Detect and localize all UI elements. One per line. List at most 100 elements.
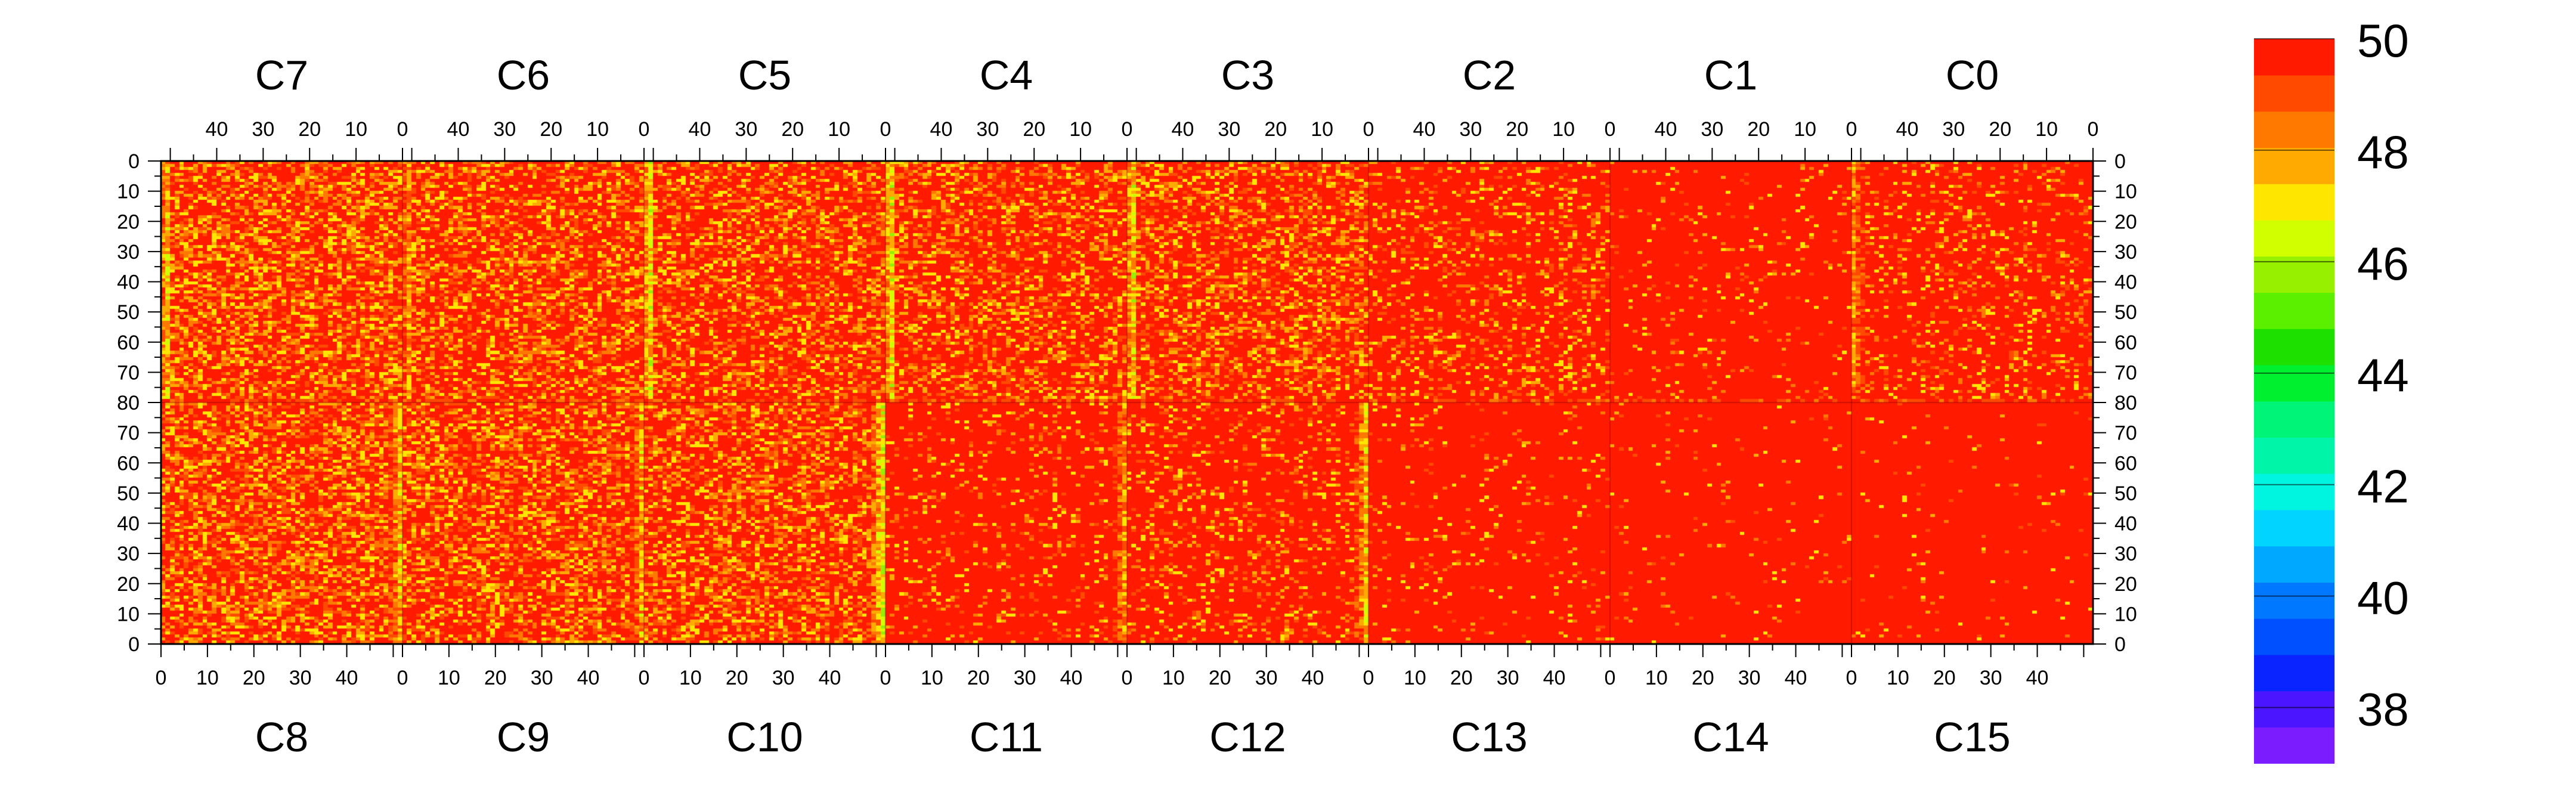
- top-x-tick-label: 30: [1942, 118, 1965, 141]
- right-y-tick-label: 80: [2114, 392, 2137, 414]
- colorbar-segment: [2254, 691, 2334, 728]
- right-y-tick-label: 60: [2114, 452, 2137, 475]
- top-x-tick-label: 20: [540, 118, 562, 141]
- colorbar-segment: [2254, 219, 2334, 257]
- colorbar-segment: [2254, 437, 2334, 474]
- top-x-tick-label: 10: [345, 118, 367, 141]
- colorbar-segment: [2254, 618, 2334, 655]
- right-y-tick-label: 20: [2114, 573, 2137, 596]
- bottom-x-tick-label: 20: [243, 667, 265, 689]
- bottom-chip-label: C9: [497, 714, 550, 760]
- top-x-tick-label: 10: [1794, 118, 1816, 141]
- colorbar-tick-label: 48: [2357, 126, 2409, 178]
- right-y-tick-label: 50: [2114, 301, 2137, 324]
- bottom-chip-label: C13: [1451, 714, 1527, 760]
- bottom-x-tick-label: 0: [1605, 667, 1616, 689]
- top-chip-label: C6: [497, 52, 550, 98]
- bottom-x-tick-label: 0: [639, 667, 650, 689]
- bottom-x-tick-label: 30: [1980, 667, 2002, 689]
- bottom-x-tick-label: 0: [1363, 667, 1374, 689]
- colorbar-segment: [2254, 546, 2334, 583]
- plot-area: [160, 160, 2094, 645]
- bottom-x-tick-label: 30: [1255, 667, 1278, 689]
- bottom-x-tick-label: 20: [1450, 667, 1473, 689]
- top-chip-label: C2: [1463, 52, 1516, 98]
- top-x-tick-label: 40: [1655, 118, 1677, 141]
- bottom-x-tick-label: 20: [1209, 667, 1231, 689]
- top-x-tick-label: 40: [1172, 118, 1194, 141]
- colorbar-segment: [2254, 509, 2334, 547]
- colorbar-segment: [2254, 147, 2334, 184]
- left-y-tick-label: 50: [117, 301, 140, 324]
- top-x-tick-label: 0: [1363, 118, 1374, 141]
- bottom-x-tick-label: 0: [880, 667, 891, 689]
- top-x-tick-label: 20: [1264, 118, 1287, 141]
- bottom-x-tick-label: 30: [1014, 667, 1036, 689]
- top-x-tick-label: 20: [1023, 118, 1045, 141]
- left-y-tick-label: 20: [117, 573, 140, 596]
- left-y-tick-label: 10: [117, 603, 140, 626]
- top-x-tick-label: 30: [1459, 118, 1482, 141]
- bottom-x-tick-label: 40: [1785, 667, 1807, 689]
- bottom-x-tick-label: 10: [438, 667, 460, 689]
- colorbar-tick-label: 38: [2357, 683, 2409, 736]
- top-x-tick-label: 10: [1069, 118, 1092, 141]
- bottom-x-tick-label: 20: [484, 667, 507, 689]
- top-x-tick-label: 30: [252, 118, 274, 141]
- bottom-x-tick-label: 10: [1404, 667, 1426, 689]
- right-y-tick-label: 70: [2114, 422, 2137, 445]
- top-x-tick-label: 40: [1896, 118, 1919, 141]
- bottom-x-tick-label: 20: [726, 667, 748, 689]
- colorbar-segment: [2254, 184, 2334, 221]
- bottom-chip-label: C8: [255, 714, 308, 760]
- left-y-tick-label: 60: [117, 452, 140, 475]
- bottom-x-tick-label: 40: [1060, 667, 1083, 689]
- top-x-tick-label: 40: [1413, 118, 1436, 141]
- right-y-tick-label: 30: [2114, 543, 2137, 565]
- bottom-x-tick-label: 0: [1846, 667, 1857, 689]
- top-x-tick-label: 40: [930, 118, 953, 141]
- top-chip-label: C3: [1221, 52, 1274, 98]
- top-chip-label: C7: [255, 52, 308, 98]
- right-y-tick-label: 30: [2114, 241, 2137, 264]
- colorbar-segment: [2254, 582, 2334, 619]
- top-x-tick-label: 20: [781, 118, 804, 141]
- right-y-tick-label: 40: [2114, 271, 2137, 294]
- left-y-tick-label: 30: [117, 543, 140, 565]
- bottom-chip-label: C12: [1209, 714, 1286, 760]
- colorbar-segment: [2254, 473, 2334, 510]
- bottom-x-tick-label: 40: [577, 667, 600, 689]
- bottom-chip-label: C15: [1934, 714, 2010, 760]
- bottom-x-tick-label: 10: [1645, 667, 1668, 689]
- right-y-tick-label: 50: [2114, 482, 2137, 505]
- colorbar-segment: [2254, 292, 2334, 329]
- left-y-tick-label: 70: [117, 422, 140, 445]
- bottom-x-tick-label: 10: [196, 667, 219, 689]
- left-y-tick-label: 80: [117, 392, 140, 414]
- bottom-x-tick-label: 0: [397, 667, 408, 689]
- top-x-tick-label: 40: [206, 118, 228, 141]
- colorbar: 50 48 46 44 42 40 38: [2254, 14, 2409, 764]
- top-chip-label: C5: [738, 52, 791, 98]
- top-x-tick-label: 0: [1605, 118, 1616, 141]
- top-x-tick-label: 10: [1311, 118, 1333, 141]
- top-chip-label: C4: [980, 52, 1033, 98]
- colorbar-segment: [2254, 39, 2334, 76]
- top-x-tick-label: 40: [447, 118, 470, 141]
- colorbar-tick-label: 44: [2357, 349, 2409, 401]
- right-y-tick-label: 10: [2114, 181, 2137, 203]
- bottom-x-tick-label: 40: [336, 667, 358, 689]
- bottom-x-tick-label: 0: [156, 667, 167, 689]
- left-y-tick-label: 40: [117, 271, 140, 294]
- right-y-tick-label: 70: [2114, 361, 2137, 384]
- bottom-chip-label: C14: [1692, 714, 1769, 760]
- bottom-x-tick-label: 20: [1692, 667, 1714, 689]
- right-y-tick-label: 10: [2114, 603, 2137, 626]
- right-y-tick-label: 0: [2114, 633, 2126, 656]
- top-x-tick-label: 20: [1506, 118, 1528, 141]
- top-x-tick-label: 10: [586, 118, 609, 141]
- bottom-x-tick-label: 30: [1497, 667, 1519, 689]
- bottom-x-tick-label: 0: [1122, 667, 1133, 689]
- top-x-tick-label: 0: [639, 118, 650, 141]
